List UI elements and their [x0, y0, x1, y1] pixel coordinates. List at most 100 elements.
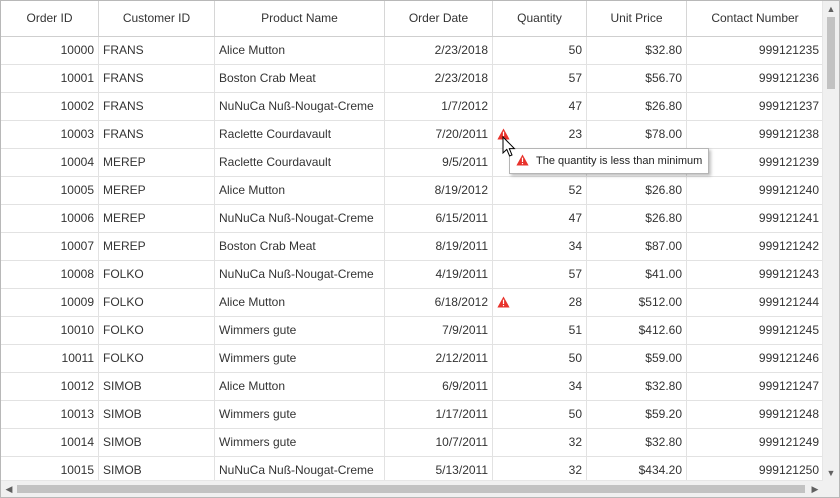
cell-product-name[interactable]: Wimmers gute	[215, 429, 385, 456]
cell-contact-number[interactable]: 999121241	[758, 211, 819, 225]
table-row[interactable]: 10015 SIMOB NuNuCa Nuß-Nougat-Creme 5/13/20…	[1, 457, 823, 481]
cell-customer-id[interactable]: SIMOB	[99, 401, 215, 428]
cell-contact-number[interactable]: 999121237	[758, 99, 819, 113]
cell-product-name[interactable]: NuNuCa Nuß-Nougat-Creme	[215, 205, 385, 232]
cell-customer-id[interactable]: MEREP	[99, 149, 215, 176]
cell-order-date[interactable]: 7/20/2011	[385, 121, 493, 148]
horizontal-scroll-thumb[interactable]	[17, 485, 805, 493]
cell-order-id[interactable]: 10003	[1, 121, 99, 148]
cell-order-date[interactable]: 7/9/2011	[385, 317, 493, 344]
header-order-id[interactable]: Order ID	[1, 1, 99, 36]
table-row[interactable]: 10005 MEREP Alice Mutton 8/19/2012 52 $26.80 9…	[1, 177, 823, 205]
cell-quantity[interactable]: 47	[493, 93, 587, 120]
cell-order-date[interactable]: 8/19/2011	[385, 233, 493, 260]
cell-customer-id[interactable]: FRANS	[99, 121, 215, 148]
cell-contact-number[interactable]: 999121240	[758, 183, 819, 197]
cell-customer-id[interactable]: FRANS	[99, 37, 215, 64]
scroll-right-arrow-icon[interactable]: ▶	[811, 484, 819, 494]
scroll-up-arrow-icon[interactable]: ▲	[826, 4, 836, 14]
cell-customer-id[interactable]: MEREP	[99, 177, 215, 204]
cell-order-id[interactable]: 10011	[1, 345, 99, 372]
cell-unit-price[interactable]: $78.00	[587, 121, 687, 148]
cell-product-name[interactable]: Raclette Courdavault	[215, 121, 385, 148]
table-row[interactable]: 10008 FOLKO NuNuCa Nuß-Nougat-Creme 4/19/20…	[1, 261, 823, 289]
header-order-date[interactable]: Order Date	[385, 1, 493, 36]
cell-contact-number[interactable]: 999121247	[758, 379, 819, 393]
cell-order-id[interactable]: 10007	[1, 233, 99, 260]
cell-customer-id[interactable]: SIMOB	[99, 457, 215, 481]
cell-unit-price[interactable]: $26.80	[587, 93, 687, 120]
table-row[interactable]: 10001 FRANS Boston Crab Meat 2/23/2018 57 $56…	[1, 65, 823, 93]
cell-customer-id[interactable]: MEREP	[99, 233, 215, 260]
cell-quantity[interactable]: 50	[493, 37, 587, 64]
cell-customer-id[interactable]: FOLKO	[99, 289, 215, 316]
cell-order-id[interactable]: 10005	[1, 177, 99, 204]
cell-order-date[interactable]: 6/18/2012	[385, 289, 493, 316]
scroll-down-arrow-icon[interactable]: ▼	[826, 468, 836, 478]
cell-order-date[interactable]: 5/13/2011	[385, 457, 493, 481]
cell-quantity[interactable]: 28	[493, 289, 587, 316]
table-row[interactable]: 10011 FOLKO Wimmers gute 2/12/2011 50 $59.00 9…	[1, 345, 823, 373]
table-row[interactable]: 10010 FOLKO Wimmers gute 7/9/2011 51 $412.60 9…	[1, 317, 823, 345]
cell-contact-number[interactable]: 999121248	[758, 407, 819, 421]
vertical-scroll-thumb[interactable]	[827, 17, 835, 89]
cell-customer-id[interactable]: SIMOB	[99, 373, 215, 400]
cell-contact-number[interactable]: 999121244	[758, 295, 819, 309]
cell-order-date[interactable]: 2/12/2011	[385, 345, 493, 372]
table-row[interactable]: 10007 MEREP Boston Crab Meat 8/19/2011 34 $87…	[1, 233, 823, 261]
cell-contact-number[interactable]: 999121235	[758, 43, 819, 57]
cell-quantity[interactable]: 50	[493, 401, 587, 428]
cell-unit-price[interactable]: $512.00	[587, 289, 687, 316]
cell-order-id[interactable]: 10006	[1, 205, 99, 232]
cell-quantity[interactable]: 57	[493, 261, 587, 288]
cell-order-date[interactable]: 10/7/2011	[385, 429, 493, 456]
cell-order-id[interactable]: 10008	[1, 261, 99, 288]
cell-quantity[interactable]: 47	[493, 205, 587, 232]
cell-product-name[interactable]: Boston Crab Meat	[215, 65, 385, 92]
cell-unit-price[interactable]: $26.80	[587, 205, 687, 232]
cell-unit-price[interactable]: $32.80	[587, 429, 687, 456]
header-unit-price[interactable]: Unit Price	[587, 1, 687, 36]
cell-customer-id[interactable]: FOLKO	[99, 317, 215, 344]
cell-customer-id[interactable]: FOLKO	[99, 261, 215, 288]
cell-contact-number[interactable]: 999121243	[758, 267, 819, 281]
cell-unit-price[interactable]: $41.00	[587, 261, 687, 288]
cell-product-name[interactable]: Wimmers gute	[215, 345, 385, 372]
cell-unit-price[interactable]: $32.80	[587, 37, 687, 64]
cell-order-date[interactable]: 8/19/2012	[385, 177, 493, 204]
cell-product-name[interactable]: Alice Mutton	[215, 177, 385, 204]
cell-order-id[interactable]: 10009	[1, 289, 99, 316]
table-row[interactable]: 10013 SIMOB Wimmers gute 1/17/2011 50 $59.20 9…	[1, 401, 823, 429]
cell-product-name[interactable]: Raclette Courdavault	[215, 149, 385, 176]
cell-unit-price[interactable]: $26.80	[587, 177, 687, 204]
cell-unit-price[interactable]: $59.20	[587, 401, 687, 428]
cell-quantity[interactable]: 32	[493, 457, 587, 481]
cell-quantity[interactable]: 32	[493, 429, 587, 456]
cell-product-name[interactable]: Alice Mutton	[215, 373, 385, 400]
cell-product-name[interactable]: NuNuCa Nuß-Nougat-Creme	[215, 93, 385, 120]
cell-product-name[interactable]: NuNuCa Nuß-Nougat-Creme	[215, 261, 385, 288]
cell-unit-price[interactable]: $56.70	[587, 65, 687, 92]
cell-contact-number[interactable]: 999121239	[758, 155, 819, 169]
cell-order-id[interactable]: 10013	[1, 401, 99, 428]
cell-quantity[interactable]: 57	[493, 65, 587, 92]
vertical-scrollbar[interactable]: ▲ ▼	[822, 1, 839, 481]
cell-quantity[interactable]: 34	[493, 373, 587, 400]
cell-order-date[interactable]: 1/17/2011	[385, 401, 493, 428]
cell-unit-price[interactable]: $434.20	[587, 457, 687, 481]
cell-customer-id[interactable]: FRANS	[99, 93, 215, 120]
cell-quantity[interactable]: 52	[493, 177, 587, 204]
cell-order-date[interactable]: 9/5/2011	[385, 149, 493, 176]
cell-quantity[interactable]: 23	[493, 121, 587, 148]
cell-unit-price[interactable]: $59.00	[587, 345, 687, 372]
cell-quantity[interactable]: 34	[493, 233, 587, 260]
cell-contact-number[interactable]: 999121245	[758, 323, 819, 337]
cell-order-id[interactable]: 10012	[1, 373, 99, 400]
cell-order-date[interactable]: 6/9/2011	[385, 373, 493, 400]
cell-customer-id[interactable]: SIMOB	[99, 429, 215, 456]
cell-order-id[interactable]: 10014	[1, 429, 99, 456]
horizontal-scrollbar[interactable]: ◀ ▶	[1, 480, 823, 497]
cell-order-id[interactable]: 10015	[1, 457, 99, 481]
cell-product-name[interactable]: Boston Crab Meat	[215, 233, 385, 260]
cell-order-id[interactable]: 10004	[1, 149, 99, 176]
